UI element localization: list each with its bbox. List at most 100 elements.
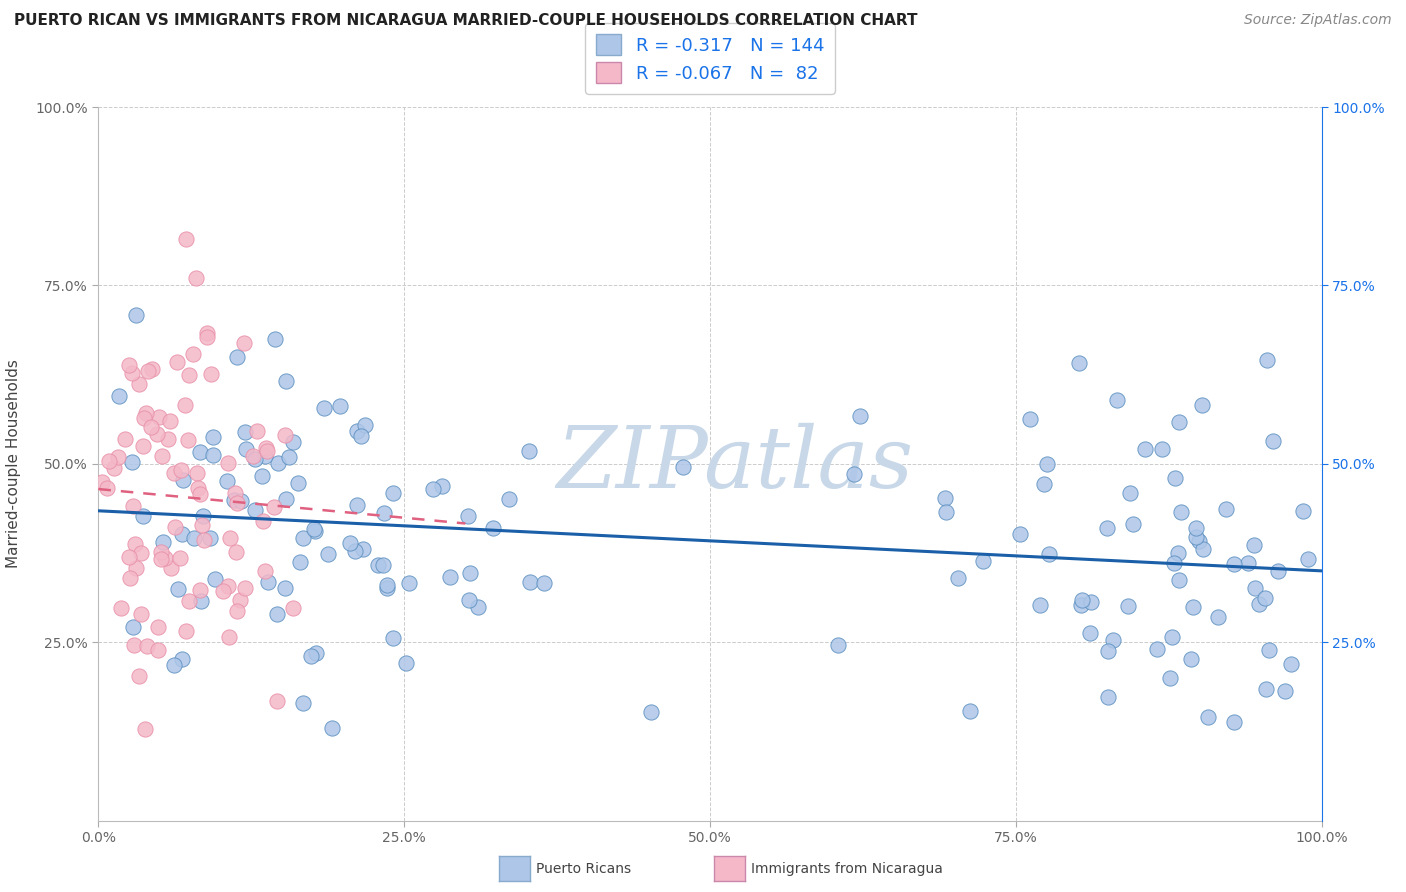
Point (129, 546, 152, 560)
Point (166, 355, 188, 369)
Point (274, 374, 297, 388)
Point (149, 552, 172, 566)
Point (139, 420, 162, 434)
Point (252, 514, 274, 528)
Point (122, 500, 145, 514)
Point (183, 532, 205, 546)
Point (457, 593, 479, 607)
Point (1243, 538, 1265, 552)
Point (1206, 610, 1229, 624)
Point (219, 531, 242, 545)
Point (179, 594, 201, 608)
Point (157, 432, 180, 446)
Point (107, 450, 129, 464)
Point (305, 646, 328, 660)
Point (218, 630, 240, 644)
Point (948, 571, 970, 585)
Point (339, 536, 361, 550)
Point (1236, 556, 1258, 570)
Text: Immigrants from Nicaragua: Immigrants from Nicaragua (751, 862, 942, 876)
Point (1035, 457, 1057, 471)
Point (1256, 353, 1278, 368)
Point (1223, 557, 1246, 571)
Point (243, 503, 266, 517)
Point (1166, 546, 1188, 560)
Point (200, 367, 222, 381)
Legend: R = -0.317   N = 144, R = -0.067   N =  82: R = -0.317 N = 144, R = -0.067 N = 82 (585, 23, 835, 94)
Point (321, 722, 343, 736)
Point (292, 697, 315, 711)
Point (1080, 595, 1102, 609)
Point (170, 463, 193, 477)
Point (1095, 521, 1118, 535)
Point (201, 448, 224, 462)
Point (1254, 591, 1277, 606)
Point (163, 466, 186, 480)
Point (1107, 392, 1129, 407)
Point (121, 455, 143, 469)
Point (1192, 542, 1215, 557)
Point (120, 571, 142, 585)
Point (371, 558, 394, 573)
Point (132, 508, 155, 523)
Point (200, 532, 222, 546)
Point (124, 537, 146, 551)
Point (229, 593, 252, 607)
Point (1019, 412, 1042, 426)
Point (188, 582, 211, 597)
Point (1010, 526, 1032, 541)
Point (1184, 530, 1206, 544)
Point (162, 657, 184, 672)
Point (640, 705, 662, 719)
Point (121, 366, 143, 380)
Point (246, 425, 269, 439)
Point (1267, 564, 1289, 578)
Point (97, 454, 120, 468)
Point (250, 469, 273, 483)
Point (277, 450, 299, 465)
Point (274, 581, 297, 595)
Point (1191, 398, 1213, 412)
Point (304, 524, 326, 538)
Point (1163, 471, 1185, 485)
Point (1215, 501, 1237, 516)
Point (233, 581, 256, 595)
Point (287, 476, 309, 491)
Point (135, 639, 157, 653)
Point (1254, 681, 1277, 696)
Point (134, 722, 156, 736)
Point (329, 399, 352, 413)
Point (1258, 643, 1281, 657)
Point (231, 493, 253, 508)
Point (1167, 574, 1189, 588)
Point (170, 527, 193, 541)
Point (134, 410, 156, 425)
Point (233, 425, 256, 439)
Point (1038, 547, 1060, 561)
Point (377, 581, 399, 595)
Point (353, 417, 375, 432)
Point (149, 545, 172, 559)
Point (224, 486, 246, 500)
Point (1188, 533, 1211, 548)
Point (256, 444, 278, 458)
Point (672, 460, 695, 475)
Point (1261, 434, 1284, 449)
Point (367, 558, 389, 572)
Point (1159, 671, 1181, 685)
Point (253, 564, 276, 578)
Point (533, 576, 555, 591)
Point (243, 452, 266, 467)
Point (146, 620, 169, 634)
Point (225, 350, 247, 364)
Point (118, 550, 141, 565)
Point (181, 347, 204, 361)
Point (394, 656, 416, 670)
Point (150, 450, 173, 464)
Point (242, 449, 264, 463)
Point (146, 643, 169, 657)
Point (302, 522, 325, 536)
Point (1097, 643, 1119, 657)
Point (217, 474, 239, 488)
Point (439, 570, 461, 584)
